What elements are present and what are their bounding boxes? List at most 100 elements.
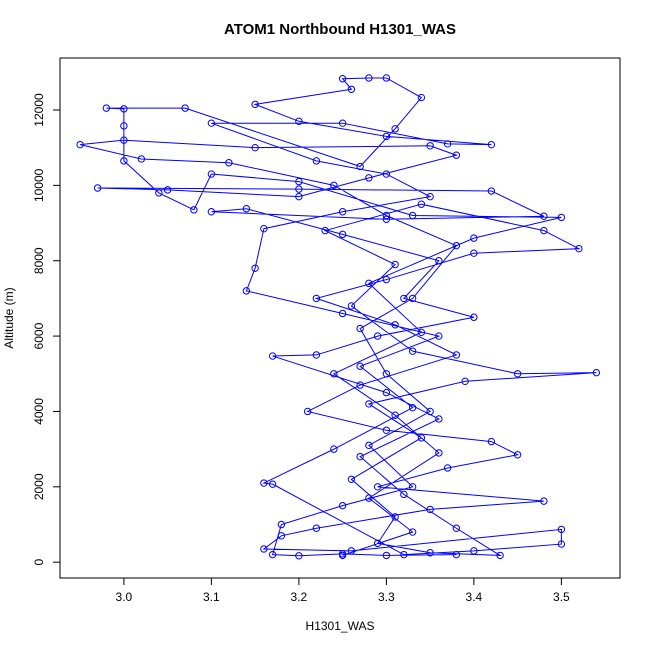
data-point [417, 200, 426, 208]
data-point [443, 464, 452, 472]
data-point [207, 119, 216, 127]
data-point [391, 321, 399, 329]
data-point [452, 550, 461, 559]
data-point [435, 415, 443, 423]
data-point [312, 294, 321, 303]
data-point [312, 524, 321, 532]
data-point [207, 208, 216, 216]
data-point [382, 132, 391, 141]
data-point [513, 451, 522, 459]
data-point [295, 552, 303, 560]
data-point [312, 351, 321, 359]
data-point [251, 100, 259, 109]
y-tick-label: 10000 [32, 168, 46, 202]
data-point [417, 93, 426, 102]
data-point [557, 213, 566, 222]
data-point [155, 189, 163, 197]
data-point [76, 140, 84, 149]
x-tick-label: 3.3 [378, 590, 395, 604]
data-point [312, 157, 321, 165]
data-point [120, 122, 128, 130]
data-point [382, 74, 391, 82]
data-point [391, 260, 399, 269]
y-tick-label: 2000 [32, 473, 46, 500]
data-point [400, 550, 408, 559]
data-point [295, 117, 303, 126]
x-tick-label: 3.0 [116, 590, 133, 604]
data-point [382, 170, 391, 178]
data-point [260, 224, 268, 233]
data-point [408, 347, 417, 355]
data-line [80, 77, 597, 557]
data-point [496, 551, 504, 560]
data-point [592, 368, 601, 377]
data-point [277, 532, 286, 540]
data-point [557, 540, 566, 548]
data-point [540, 226, 548, 235]
data-point [207, 170, 216, 178]
data-point [347, 85, 356, 93]
data-point [260, 479, 268, 487]
data-point [470, 313, 478, 321]
data-point [400, 294, 408, 303]
data-point [120, 136, 128, 144]
data-point [120, 105, 128, 113]
data-point [338, 119, 347, 127]
y-axis-label: Altitude (m) [2, 287, 16, 348]
chart-title: ATOM1 Northbound H1301_WAS [224, 21, 456, 38]
data-point [242, 287, 251, 295]
data-point [365, 279, 373, 288]
y-tick-label: 6000 [32, 322, 46, 349]
data-point [347, 475, 356, 483]
data-point [330, 181, 338, 190]
data-point [365, 494, 373, 502]
data-point [190, 206, 198, 214]
data-point [417, 328, 426, 337]
data-point [400, 490, 408, 499]
data-point [268, 480, 277, 488]
data-point [373, 332, 382, 340]
data-point [382, 426, 391, 434]
data-point [321, 226, 329, 235]
data-point [452, 151, 461, 159]
data-point [452, 241, 461, 250]
data-point [487, 140, 496, 149]
data-point [513, 370, 522, 378]
data-point [426, 142, 434, 150]
data-point [382, 215, 391, 223]
data-point [251, 264, 259, 272]
data-point [461, 377, 469, 386]
data-point [295, 185, 303, 193]
data-point [330, 445, 338, 453]
data-point [408, 211, 417, 220]
data-point [365, 74, 373, 82]
data-point [426, 549, 434, 557]
data-point [181, 104, 189, 112]
data-point [120, 157, 128, 165]
data-point [426, 407, 434, 416]
data-point [373, 539, 382, 548]
data-point [382, 370, 391, 378]
x-axis-label: H1301_WAS [306, 619, 375, 633]
data-point [303, 407, 312, 416]
data-point [408, 528, 417, 536]
data-point [426, 505, 434, 514]
x-tick-label: 3.2 [291, 590, 308, 604]
data-point [470, 234, 478, 242]
data-point [163, 186, 172, 194]
data-point [137, 155, 146, 163]
data-point [225, 159, 233, 167]
data-point [435, 449, 443, 457]
data-point [408, 403, 417, 412]
data-point [251, 143, 259, 152]
data-point [356, 381, 364, 389]
data-point [435, 257, 443, 265]
data-point [268, 352, 277, 360]
data-point [382, 211, 391, 220]
data-point [470, 547, 478, 555]
data-point [242, 205, 251, 213]
data-point [365, 174, 373, 182]
x-tick-label: 3.5 [553, 590, 570, 604]
data-point [356, 324, 364, 333]
